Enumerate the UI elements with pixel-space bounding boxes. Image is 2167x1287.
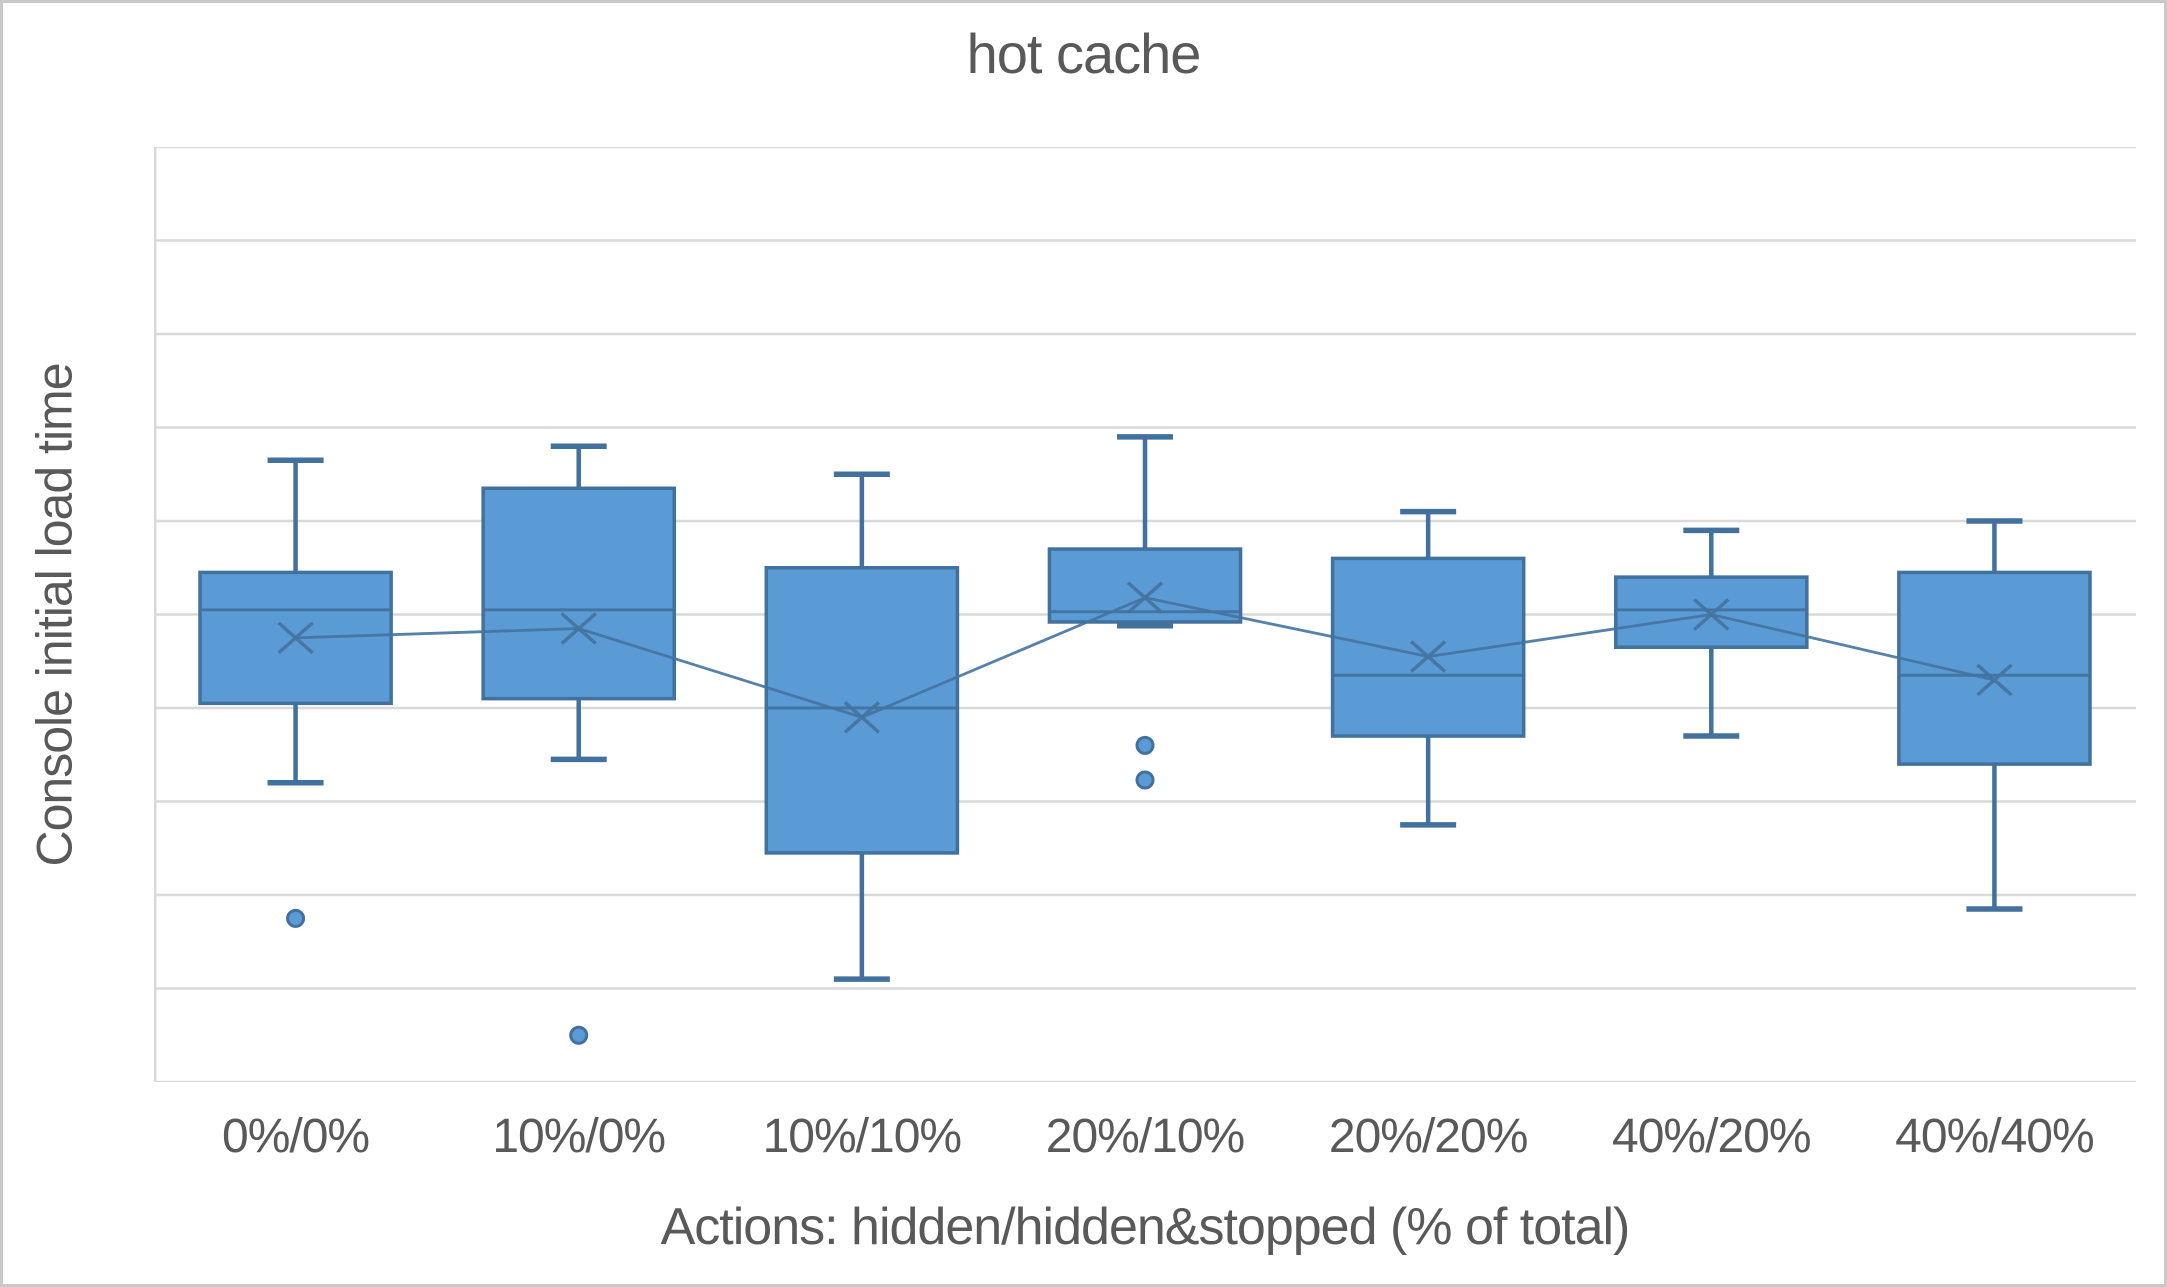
box-rect: [481, 486, 677, 701]
x-tick-label: 10%/10%: [762, 1110, 962, 1163]
outlier-point: [1135, 735, 1155, 755]
plot-area: [154, 147, 2136, 1082]
chart-title: hot cache: [966, 22, 1202, 85]
y-axis-title: Console initial load time: [17, 147, 93, 1082]
mean-marker: [843, 701, 881, 734]
outlier-point: [1135, 770, 1155, 790]
box-rect: [1613, 575, 1809, 649]
x-tick-label: 20%/10%: [1045, 1110, 1245, 1163]
mean-marker: [1693, 598, 1730, 631]
x-axis-title: Actions: hidden/hidden&stopped (% of tot…: [660, 1198, 1631, 1256]
mean-marker: [1409, 640, 1447, 673]
x-tick-label: 40%/20%: [1612, 1110, 1811, 1163]
box-rect: [764, 566, 960, 855]
y-axis-title-text: Console initial load time: [27, 362, 83, 867]
outlier-point: [286, 908, 306, 928]
x-tick-label: 0%/0%: [222, 1110, 370, 1163]
box-rect: [1897, 570, 2092, 766]
outlier-point: [569, 1025, 589, 1045]
mean-marker: [560, 612, 597, 645]
x-tick-label: 20%/20%: [1328, 1110, 1528, 1163]
mean-marker: [1126, 581, 1164, 614]
boxplot-svg: [154, 147, 2136, 1082]
mean-marker: [277, 621, 314, 655]
x-tick-label: 10%/0%: [492, 1110, 666, 1163]
x-tick-label: 40%/40%: [1895, 1110, 2094, 1163]
mean-marker: [1976, 663, 2013, 697]
